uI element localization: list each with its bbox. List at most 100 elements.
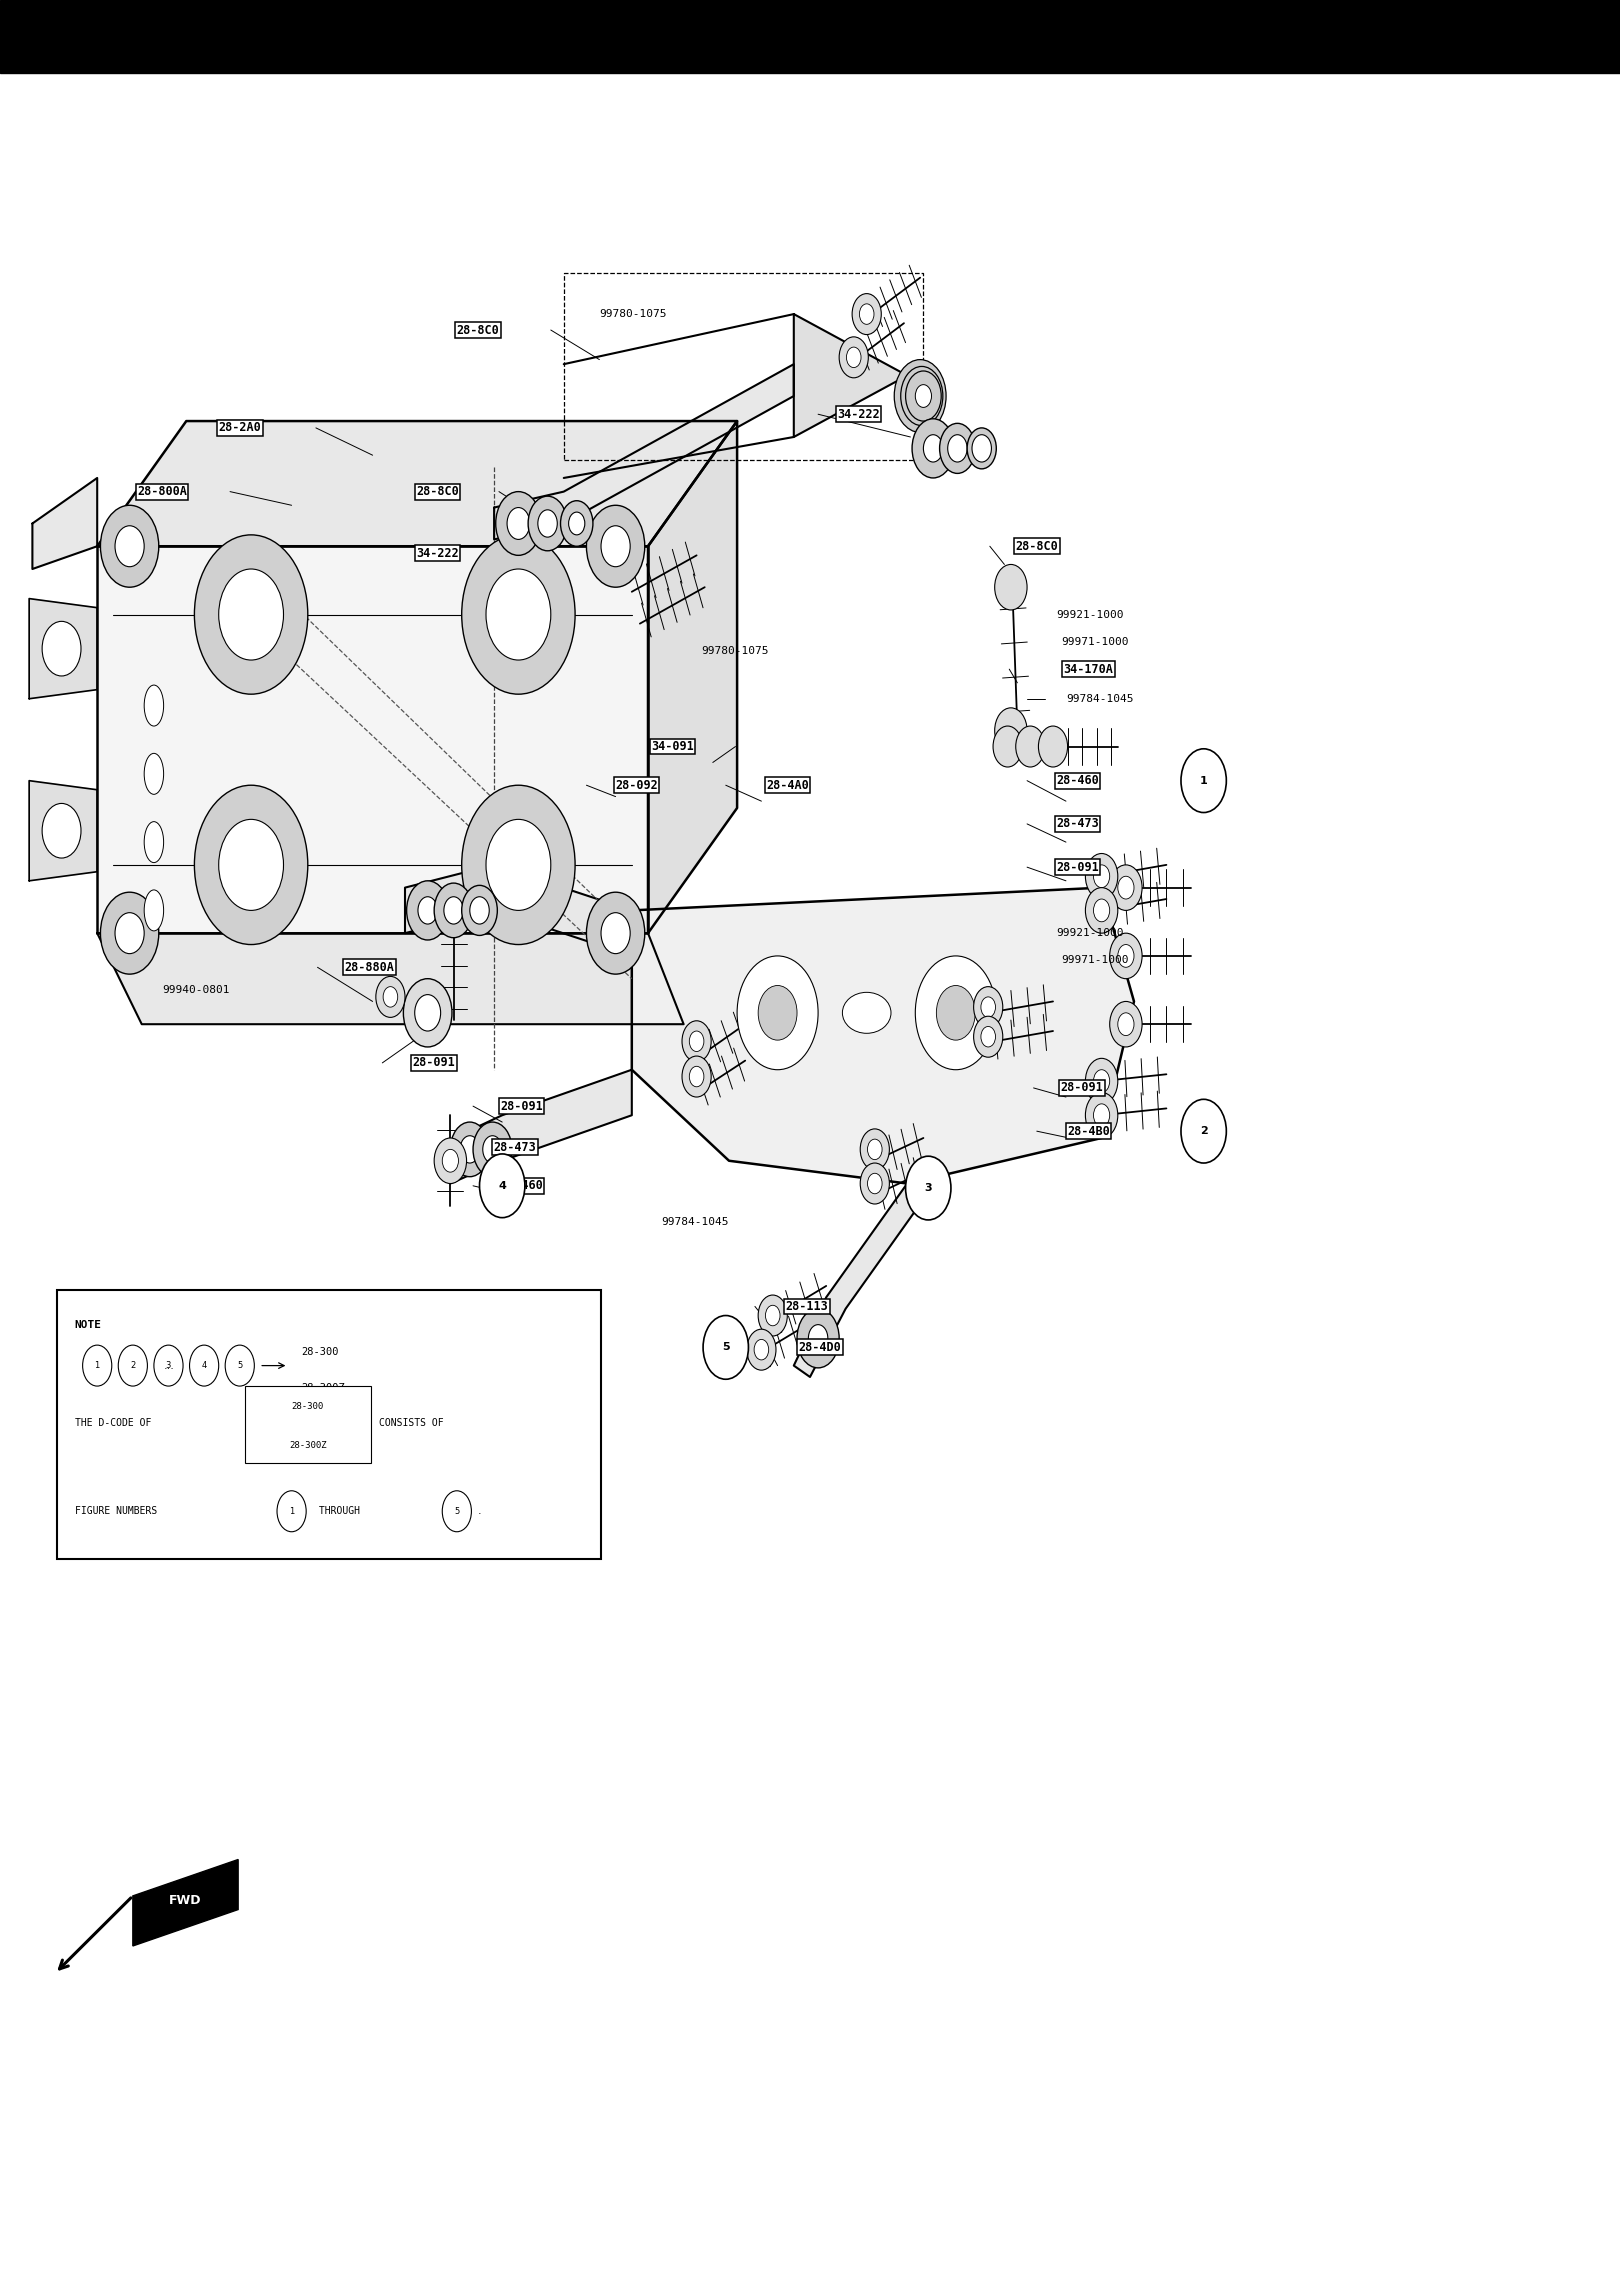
Circle shape (907, 378, 933, 414)
Text: 28-473: 28-473 (494, 1140, 536, 1154)
Circle shape (586, 505, 645, 587)
Text: 3: 3 (925, 1184, 931, 1193)
Circle shape (83, 1345, 112, 1386)
Text: 28-091: 28-091 (1061, 1081, 1103, 1095)
Circle shape (483, 1136, 502, 1163)
Circle shape (1118, 876, 1134, 899)
Circle shape (1085, 854, 1118, 899)
Text: 28-300Z: 28-300Z (288, 1441, 327, 1450)
Text: 28-092: 28-092 (616, 778, 658, 792)
Circle shape (376, 976, 405, 1017)
Circle shape (42, 621, 81, 676)
Circle shape (154, 1345, 183, 1386)
Circle shape (860, 1129, 889, 1170)
Circle shape (948, 435, 967, 462)
Circle shape (758, 1295, 787, 1336)
Circle shape (403, 979, 452, 1047)
Circle shape (601, 526, 630, 567)
Circle shape (442, 1491, 471, 1532)
Text: 28-113: 28-113 (786, 1300, 828, 1313)
Circle shape (561, 501, 593, 546)
Circle shape (974, 986, 1003, 1026)
Circle shape (797, 1309, 839, 1368)
Ellipse shape (144, 890, 164, 931)
Circle shape (1085, 888, 1118, 933)
Text: 99784-1045: 99784-1045 (1066, 694, 1134, 703)
Circle shape (906, 1156, 951, 1220)
Text: 28-300: 28-300 (301, 1347, 339, 1356)
Text: 4: 4 (201, 1361, 207, 1370)
Text: 28-300Z: 28-300Z (301, 1384, 345, 1393)
Circle shape (434, 883, 473, 938)
Circle shape (755, 1338, 768, 1361)
Text: 99921-1000: 99921-1000 (1056, 610, 1124, 619)
Circle shape (444, 897, 463, 924)
FancyBboxPatch shape (57, 1290, 601, 1559)
Circle shape (100, 892, 159, 974)
Circle shape (418, 897, 437, 924)
Circle shape (839, 337, 868, 378)
Text: 28-091: 28-091 (1056, 860, 1098, 874)
Text: 5: 5 (723, 1343, 729, 1352)
Text: 28-8C0: 28-8C0 (416, 485, 458, 498)
Circle shape (115, 526, 144, 567)
Polygon shape (632, 888, 1134, 1184)
Text: 28-4A0: 28-4A0 (766, 778, 808, 792)
Polygon shape (405, 865, 632, 956)
Circle shape (450, 1122, 489, 1177)
Text: 28-300: 28-300 (292, 1402, 324, 1411)
Circle shape (462, 785, 575, 945)
Text: FIGURE NUMBERS: FIGURE NUMBERS (75, 1507, 157, 1516)
Circle shape (967, 428, 996, 469)
Text: 5: 5 (237, 1361, 243, 1370)
Polygon shape (29, 599, 97, 699)
Polygon shape (450, 1070, 632, 1184)
Ellipse shape (144, 753, 164, 794)
Text: NOTE: NOTE (75, 1320, 102, 1329)
Circle shape (1118, 1013, 1134, 1036)
Circle shape (1110, 865, 1142, 910)
Text: 28-4D0: 28-4D0 (799, 1341, 841, 1354)
Circle shape (569, 512, 585, 535)
Polygon shape (29, 781, 97, 881)
Circle shape (995, 564, 1027, 610)
Text: 28-8C0: 28-8C0 (1016, 539, 1058, 553)
Circle shape (1118, 945, 1134, 967)
Text: 5: 5 (454, 1507, 460, 1516)
Circle shape (703, 1316, 748, 1379)
Circle shape (486, 819, 551, 910)
Text: 99971-1000: 99971-1000 (1061, 956, 1129, 965)
Circle shape (936, 986, 975, 1040)
Polygon shape (97, 933, 684, 1024)
Circle shape (1094, 865, 1110, 888)
Ellipse shape (144, 685, 164, 726)
Circle shape (507, 508, 530, 539)
Text: FWD: FWD (168, 1894, 201, 1907)
Circle shape (1110, 933, 1142, 979)
Circle shape (462, 885, 497, 935)
Circle shape (42, 803, 81, 858)
Circle shape (100, 505, 159, 587)
Text: 28-091: 28-091 (501, 1099, 543, 1113)
Polygon shape (97, 421, 737, 546)
Circle shape (528, 496, 567, 551)
Ellipse shape (144, 822, 164, 863)
FancyBboxPatch shape (245, 1386, 371, 1463)
Circle shape (1094, 1070, 1110, 1092)
Circle shape (382, 988, 399, 1006)
Circle shape (682, 1056, 711, 1097)
Text: 28-800A: 28-800A (138, 485, 186, 498)
Circle shape (219, 819, 284, 910)
Text: 99784-1045: 99784-1045 (661, 1218, 729, 1227)
Text: 28-880A: 28-880A (345, 960, 394, 974)
Text: 28-473: 28-473 (1056, 817, 1098, 831)
Text: ...: ... (164, 1361, 175, 1370)
Circle shape (194, 535, 308, 694)
Circle shape (737, 956, 818, 1070)
Circle shape (972, 435, 991, 462)
Circle shape (993, 726, 1022, 767)
Text: 99780-1075: 99780-1075 (701, 646, 770, 655)
Circle shape (690, 1031, 703, 1052)
Circle shape (894, 360, 946, 432)
Circle shape (194, 785, 308, 945)
